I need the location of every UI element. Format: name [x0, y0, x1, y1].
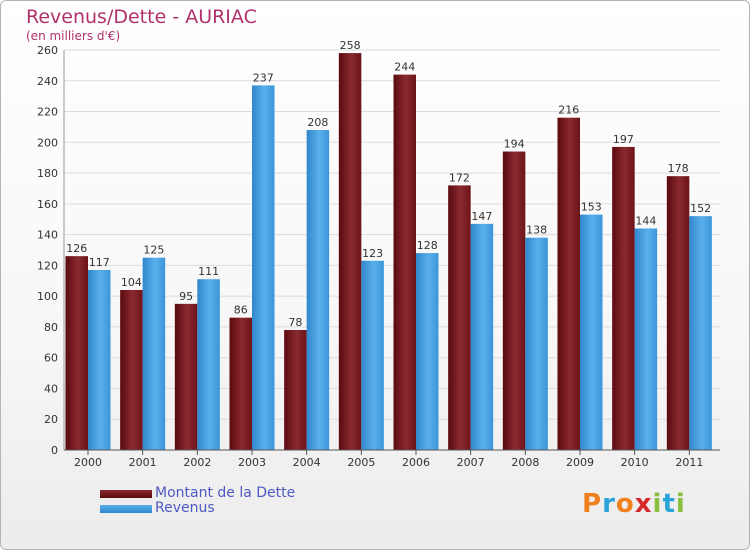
debt-bar — [557, 117, 580, 450]
revenus-bar — [580, 214, 603, 450]
x-tick-label: 2000 — [74, 456, 102, 469]
revenus-bar — [142, 257, 166, 450]
y-tick-label: 200 — [37, 136, 58, 149]
revenus-bar — [88, 270, 111, 450]
logo-letter: t — [662, 489, 676, 519]
y-tick-label: 260 — [37, 44, 58, 57]
logo-letter: i — [675, 489, 686, 519]
revenus-bar — [252, 85, 275, 450]
revenus-value-label: 111 — [198, 265, 219, 278]
debt-bar — [338, 53, 362, 450]
x-tick-label: 2005 — [347, 456, 375, 469]
debt-value-label: 194 — [504, 138, 525, 151]
debt-value-label: 258 — [340, 39, 361, 52]
proxiti-logo: Proxiti — [582, 489, 686, 519]
debt-value-label: 244 — [394, 61, 415, 74]
y-tick-label: 60 — [44, 352, 58, 365]
revenus-bar — [361, 260, 384, 450]
debt-bar — [174, 303, 198, 450]
x-tick-label: 2010 — [621, 456, 649, 469]
x-tick-label: 2003 — [238, 456, 266, 469]
debt-value-label: 178 — [668, 162, 689, 175]
logo-letter: r — [602, 489, 616, 519]
debt-bar — [229, 317, 252, 450]
x-tick-label: 2009 — [566, 456, 594, 469]
revenus-bar — [416, 253, 439, 450]
debt-bar — [666, 176, 690, 450]
debt-value-label: 216 — [558, 104, 579, 117]
y-tick-label: 160 — [37, 198, 58, 211]
revenus-bar — [197, 279, 220, 450]
debt-bar — [120, 290, 143, 450]
logo-letter: x — [634, 489, 653, 519]
revenus-bar — [689, 216, 712, 450]
revenus-value-label: 208 — [307, 116, 328, 129]
debt-bar — [65, 256, 88, 450]
debt-value-label: 95 — [179, 290, 193, 303]
debt-bar — [284, 330, 307, 450]
chart-subtitle: (en milliers d'€) — [26, 29, 121, 43]
x-tick-label: 2004 — [293, 456, 321, 469]
y-tick-label: 220 — [37, 106, 58, 119]
x-tick-label: 2006 — [402, 456, 430, 469]
y-tick-label: 140 — [37, 229, 58, 242]
debt-bar — [612, 146, 635, 450]
revenus-value-label: 125 — [143, 244, 164, 257]
debt-value-label: 197 — [613, 133, 634, 146]
revenus-value-label: 123 — [362, 247, 383, 260]
y-tick-label: 40 — [44, 382, 58, 395]
debt-value-label: 126 — [66, 242, 87, 255]
logo-letter: P — [582, 489, 603, 519]
debt-value-label: 104 — [121, 276, 142, 289]
debt-value-label: 86 — [234, 304, 248, 317]
x-tick-label: 2011 — [675, 456, 703, 469]
logo-letter: i — [652, 489, 663, 519]
x-tick-label: 2007 — [457, 456, 485, 469]
revenus-value-label: 117 — [89, 256, 110, 269]
debt-bar — [393, 74, 416, 450]
chart-title: Revenus/Dette - AURIAC — [26, 6, 257, 28]
y-tick-label: 80 — [44, 321, 58, 334]
x-tick-label: 2008 — [511, 456, 539, 469]
revenus-value-label: 138 — [526, 224, 547, 237]
legend-swatch-debt — [100, 490, 152, 498]
revenus-bar — [525, 237, 548, 450]
y-tick-label: 20 — [44, 413, 58, 426]
y-tick-label: 180 — [37, 167, 58, 180]
legend-label-debt: Montant de la Dette — [155, 485, 296, 501]
y-tick-label: 100 — [37, 290, 58, 303]
x-tick-label: 2001 — [129, 456, 157, 469]
logo-letter: o — [615, 489, 635, 519]
x-tick-label: 2002 — [183, 456, 211, 469]
y-tick-label: 0 — [51, 444, 58, 457]
revenus-value-label: 237 — [253, 71, 274, 84]
y-tick-label: 240 — [37, 75, 58, 88]
debt-value-label: 172 — [449, 171, 470, 184]
revenus-value-label: 144 — [635, 214, 656, 227]
revenus-value-label: 153 — [581, 201, 602, 214]
debt-bar — [448, 185, 471, 450]
debt-bar — [502, 151, 526, 451]
revenus-value-label: 152 — [690, 202, 711, 215]
revenus-value-label: 147 — [471, 210, 492, 223]
revenus-bar — [470, 223, 494, 450]
debt-value-label: 78 — [288, 316, 302, 329]
legend-label-revenus: Revenus — [155, 500, 215, 516]
revenus-bar — [634, 228, 658, 450]
y-tick-label: 120 — [37, 259, 58, 272]
legend-swatch-revenus — [100, 505, 152, 513]
revenus-bar — [306, 130, 330, 450]
revenus-value-label: 128 — [417, 239, 438, 252]
